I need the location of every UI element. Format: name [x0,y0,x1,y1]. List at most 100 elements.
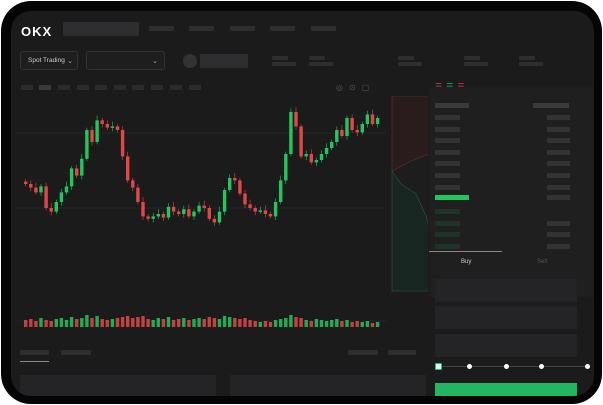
volume-bar [370,323,375,327]
volume-bar [131,318,135,327]
stat-value [519,62,543,66]
candle [141,202,145,217]
tab-sell[interactable]: Sell [537,259,548,265]
timeframe-button[interactable] [95,85,107,90]
orderbook-asks-icon[interactable]: ☰ [457,82,468,91]
candle [258,210,262,212]
stat-value [464,62,488,66]
stat-value [272,62,296,66]
timeframe-button[interactable] [189,85,201,90]
bid-amount [547,232,570,237]
candle [284,154,288,181]
timeframe-button[interactable] [170,85,182,90]
candle [228,178,232,190]
price-input[interactable] [435,279,577,302]
nav-item[interactable] [311,26,336,31]
candle [105,124,109,128]
slider-handle[interactable] [435,363,442,370]
chart-tool-icons[interactable]: ◎⊙▢ [336,83,376,92]
filter-button[interactable] [388,350,416,355]
candle [192,211,196,217]
tab-buy[interactable]: Buy [461,259,472,265]
orderbook-both-icon[interactable]: ☰ [435,82,446,91]
candle [80,158,84,176]
timeframe-button[interactable] [132,85,144,90]
volume-bar [304,320,308,327]
timeframe-button[interactable] [58,85,70,90]
volume-bar [166,317,171,327]
volume-bar [90,318,94,327]
depth-bids [391,170,428,292]
slider-stop[interactable] [467,364,472,369]
candle [309,154,313,163]
slider-track[interactable] [439,366,589,367]
timeframe-button[interactable] [39,85,51,90]
orderbook-view-icons[interactable]: ☰☰☰ [435,82,469,91]
nav-item[interactable] [230,26,255,31]
chevron-down-icon: ⌄ [67,58,73,65]
candle [355,130,359,133]
volume-bar [151,320,155,327]
candle [319,154,324,160]
search-placeholder[interactable] [63,22,139,36]
tab-order-history[interactable] [61,350,91,355]
volume-bar [115,318,120,327]
slider-stop[interactable] [539,364,544,369]
filter-button[interactable] [348,350,378,355]
candle [222,190,227,212]
volume-bar [59,318,64,327]
stat-value [309,62,333,66]
candle [248,204,252,208]
candle [238,180,242,194]
ask-price [435,173,460,178]
ask-price [435,138,460,144]
candle [350,118,354,130]
volume-bar [222,316,227,327]
timeframe-button[interactable] [21,85,33,90]
candle [187,209,191,217]
slider-stop[interactable] [504,364,509,369]
volume-bar [248,320,252,327]
ask-amount [547,161,570,167]
pair-dropdown[interactable]: ⌄ [86,51,165,70]
timeframe-button[interactable] [114,85,126,90]
tab-open-orders[interactable] [20,350,49,355]
candle [335,130,339,142]
volume-bar [182,318,186,327]
nav-item[interactable] [149,26,174,31]
candle [370,114,375,124]
volume-bar [100,319,104,327]
volume-bar [330,320,334,327]
candle [177,211,181,214]
volume-bar [126,316,130,327]
bid-price [435,209,460,214]
slider-stop[interactable] [585,364,590,369]
bid-price [435,243,460,249]
candle [314,160,319,163]
candle [289,112,293,154]
candle [243,193,247,205]
buy-button[interactable] [435,383,577,396]
volume-bar [161,319,166,327]
timeframe-button[interactable] [151,85,163,90]
candle [126,156,130,181]
candle [24,181,28,184]
candle [39,186,43,193]
volume-bar [24,320,28,327]
market-dropdown[interactable]: Spot Trading ⌄ [20,51,78,70]
app-screen: OKX Spot Trading⌄ ⌄ ◎⊙▢ ☰☰☰ Buy Sell [11,11,594,396]
volume-bar [284,318,288,327]
amount-input[interactable] [435,306,577,329]
nav-item[interactable] [270,26,295,31]
volume-bar [319,320,324,327]
candlestick-chart[interactable] [16,96,428,336]
orderbook-bids-icon[interactable]: ☰ [446,82,457,91]
candle [161,214,166,218]
total-input[interactable] [435,334,577,357]
candle [375,118,380,124]
assets-panel [230,375,426,396]
nav-item[interactable] [189,26,214,31]
timeframe-button[interactable] [77,85,89,90]
volume-bar [268,322,273,327]
